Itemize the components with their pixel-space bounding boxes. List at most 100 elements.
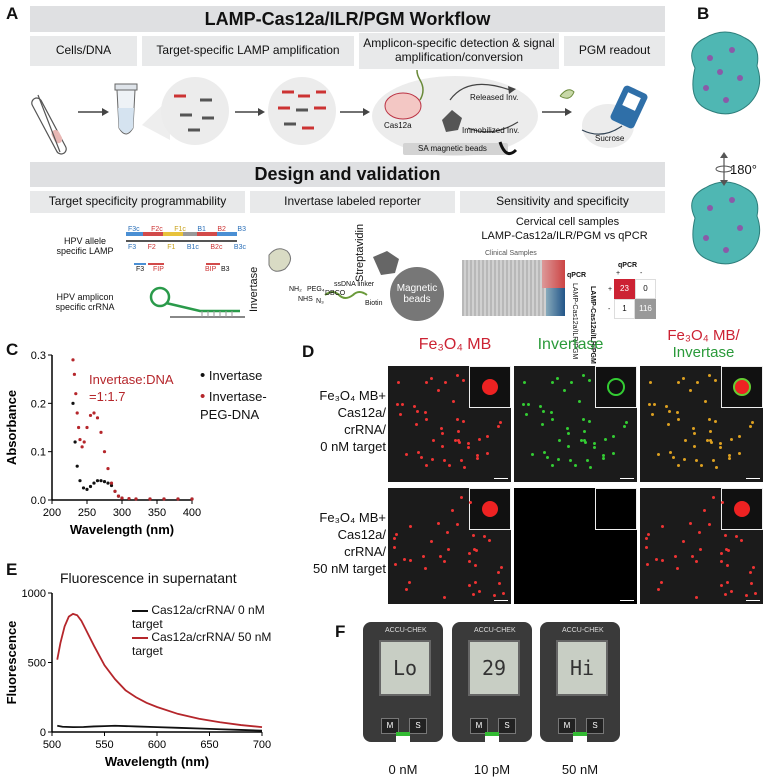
step-pgm: PGM readout (564, 36, 665, 66)
magnetic-beads-circle: Magnetic beads (390, 267, 444, 321)
bead-dot (698, 531, 702, 535)
bead-dot (440, 431, 444, 435)
x-tick-label: 550 (95, 739, 113, 751)
reporter-invertase: Invertase (248, 266, 260, 312)
bead-dot (740, 538, 744, 542)
bead-dot (396, 380, 400, 384)
data-point (176, 497, 180, 501)
bead-dot (588, 420, 592, 424)
data-point (75, 464, 79, 468)
bead-dot (718, 442, 722, 446)
bead-dot (694, 559, 698, 563)
bead-dot (408, 524, 412, 528)
bead-dot (424, 381, 428, 385)
bead-dot (405, 588, 409, 592)
data-point (74, 392, 78, 396)
matrix-fp: 0 (635, 279, 656, 299)
data-point (78, 479, 82, 483)
bead-dot (472, 592, 476, 596)
bead-dot (458, 441, 462, 445)
bead-dot (753, 592, 757, 596)
lamp-primer-diagram (126, 232, 237, 265)
workflow-illustration (31, 70, 648, 156)
data-point (106, 481, 110, 485)
bead-dot (587, 379, 591, 383)
bead-dot (442, 559, 446, 563)
primer-bip: BIP (205, 266, 217, 273)
bead-dot (677, 463, 681, 467)
bead-dot (474, 563, 478, 567)
bead-dot (566, 431, 570, 435)
bead-dot (744, 593, 748, 597)
bead-dot (440, 427, 444, 431)
tile-r1-red (388, 366, 511, 482)
bead-dot (563, 388, 567, 392)
bead-dot (699, 548, 703, 552)
y-tick-label: 1000 (22, 588, 46, 600)
dna-pool-circle (161, 77, 229, 145)
bead-dot (463, 465, 467, 469)
bead-dot (694, 458, 698, 462)
bead-dot (602, 456, 606, 460)
bead-dot (577, 399, 581, 403)
bead-dot (488, 538, 492, 542)
bead-dot (475, 548, 479, 552)
data-point (81, 486, 86, 490)
bead-dot (568, 458, 572, 462)
bead-dot (408, 558, 412, 562)
linker-peg4: PEG₄ (307, 286, 325, 293)
bead-dot (486, 451, 490, 455)
bead-dot (603, 437, 607, 441)
bead-dot (476, 456, 480, 460)
bead-dot (648, 380, 652, 384)
matrix-row-plus: + (608, 286, 613, 293)
bead-dot (589, 465, 593, 469)
bead-dot (461, 379, 465, 383)
bead-dot (694, 596, 698, 600)
crrna-label: HPV amplicon specific crRNA (55, 292, 115, 312)
step-detection: Amplicon-specific detection & signal amp… (359, 33, 559, 69)
panel-label-e: E (6, 560, 18, 579)
tile-r2-green (514, 488, 637, 604)
x-axis-label: Wavelength (nm) (70, 522, 174, 537)
x-tick-label: 300 (113, 507, 131, 519)
data-point (162, 497, 166, 501)
bead-dot (451, 508, 455, 512)
bead-dot (447, 463, 451, 467)
tile-r1-merge (640, 366, 763, 482)
bead-dot (622, 425, 626, 428)
bead-dot (477, 437, 481, 441)
ratio-annotation-1: Invertase:DNA (89, 372, 174, 387)
bead-dot (436, 521, 440, 525)
bead-dot (423, 411, 427, 415)
data-point (99, 430, 103, 434)
bead-dot (474, 581, 478, 585)
cervical-title: Cervical cell samples (515, 216, 620, 228)
bead-dot (499, 565, 503, 569)
bead-dot (737, 434, 741, 438)
bead-dot (730, 590, 734, 594)
data-point (92, 481, 96, 485)
bead-dot (496, 425, 500, 428)
data-point (85, 487, 89, 491)
meter-reading-10pm: 29 (468, 640, 520, 696)
bead-dot (660, 558, 664, 562)
matrix-col-title: qPCR (618, 262, 638, 269)
bead-dot (460, 496, 464, 500)
bead-dot (593, 446, 597, 450)
bead-dot (674, 555, 678, 559)
bead-dot (719, 584, 723, 588)
ratio-annotation-2: =1:1.7 (89, 389, 126, 404)
bead-dot (750, 582, 754, 586)
meter-label-0nm: 0 nM (388, 762, 418, 777)
bead-dot (707, 522, 711, 526)
bead-dot (707, 373, 711, 377)
x-tick-label: 700 (253, 739, 271, 751)
bead-dot (676, 418, 680, 422)
data-point (71, 401, 75, 405)
bead-dot (676, 381, 680, 385)
bead-dot (592, 442, 596, 446)
bead-dot (442, 458, 446, 462)
bead-dot (727, 548, 731, 552)
